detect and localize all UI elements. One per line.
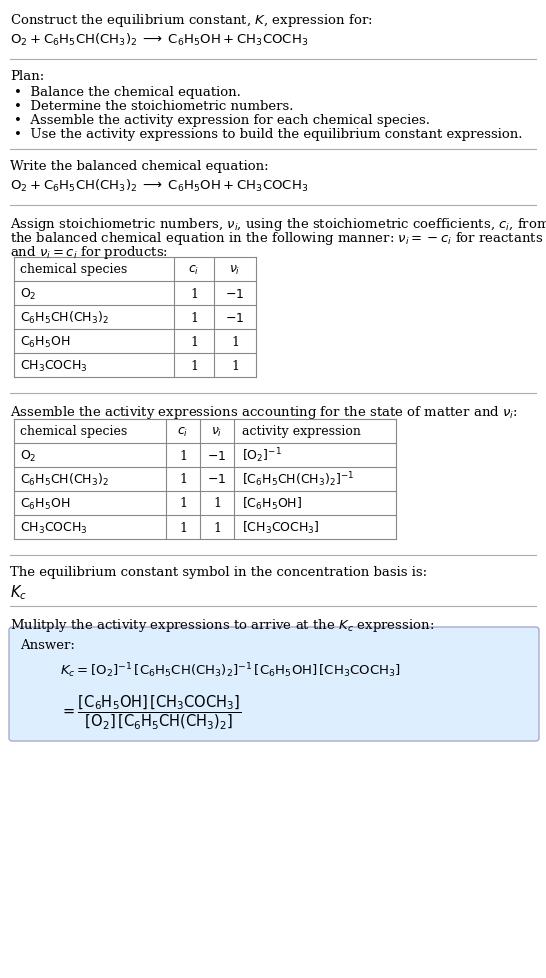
Text: 1: 1 — [190, 335, 198, 348]
Text: chemical species: chemical species — [20, 263, 127, 276]
Text: Assemble the activity expressions accounting for the state of matter and $\nu_i$: Assemble the activity expressions accoun… — [10, 404, 518, 421]
Text: 1: 1 — [179, 449, 187, 462]
Text: 1: 1 — [231, 359, 239, 372]
Text: $K_c$: $K_c$ — [10, 583, 27, 601]
Text: $-1$: $-1$ — [225, 288, 245, 300]
Text: $-1$: $-1$ — [225, 311, 245, 324]
Text: •  Use the activity expressions to build the equilibrium constant expression.: • Use the activity expressions to build … — [14, 128, 523, 141]
Text: $\nu_i$: $\nu_i$ — [211, 425, 223, 438]
Text: 1: 1 — [231, 335, 239, 348]
Text: •  Balance the chemical equation.: • Balance the chemical equation. — [14, 86, 241, 99]
Text: $[\mathrm{C_6H_5OH}]$: $[\mathrm{C_6H_5OH}]$ — [242, 496, 302, 511]
Text: 1: 1 — [190, 359, 198, 372]
Text: $\nu_i$: $\nu_i$ — [229, 263, 241, 276]
Text: $\mathrm{C_6H_5CH(CH_3)_2}$: $\mathrm{C_6H_5CH(CH_3)_2}$ — [20, 310, 109, 326]
Text: $K_c = [\mathrm{O_2}]^{-1}\,[\mathrm{C_6H_5CH(CH_3)_2}]^{-1}\,[\mathrm{C_6H_5OH}: $K_c = [\mathrm{O_2}]^{-1}\,[\mathrm{C_6… — [60, 660, 401, 679]
FancyBboxPatch shape — [9, 627, 539, 741]
Text: Answer:: Answer: — [20, 639, 75, 651]
Text: Write the balanced chemical equation:: Write the balanced chemical equation: — [10, 159, 269, 173]
Text: $\mathrm{C_6H_5OH}$: $\mathrm{C_6H_5OH}$ — [20, 334, 70, 349]
Text: •  Determine the stoichiometric numbers.: • Determine the stoichiometric numbers. — [14, 100, 294, 112]
Text: $[\mathrm{O_2}]^{-1}$: $[\mathrm{O_2}]^{-1}$ — [242, 446, 282, 465]
Text: $\mathrm{O_2 + C_6H_5CH(CH_3)_2 \;\longrightarrow\; C_6H_5OH + CH_3COCH_3}$: $\mathrm{O_2 + C_6H_5CH(CH_3)_2 \;\longr… — [10, 178, 308, 194]
Text: Construct the equilibrium constant, $K$, expression for:: Construct the equilibrium constant, $K$,… — [10, 12, 373, 29]
Text: $\mathrm{CH_3COCH_3}$: $\mathrm{CH_3COCH_3}$ — [20, 358, 88, 374]
Text: $[\mathrm{CH_3COCH_3}]$: $[\mathrm{CH_3COCH_3}]$ — [242, 519, 319, 536]
Text: $[\mathrm{C_6H_5CH(CH_3)_2}]^{-1}$: $[\mathrm{C_6H_5CH(CH_3)_2}]^{-1}$ — [242, 470, 354, 489]
Text: $c_i$: $c_i$ — [177, 425, 188, 438]
Text: Assign stoichiometric numbers, $\nu_i$, using the stoichiometric coefficients, $: Assign stoichiometric numbers, $\nu_i$, … — [10, 216, 546, 233]
Text: $-1$: $-1$ — [207, 473, 227, 486]
Text: the balanced chemical equation in the following manner: $\nu_i = -c_i$ for react: the balanced chemical equation in the fo… — [10, 230, 543, 246]
Text: $\mathrm{C_6H_5CH(CH_3)_2}$: $\mathrm{C_6H_5CH(CH_3)_2}$ — [20, 471, 109, 488]
Text: $= \dfrac{[\mathrm{C_6H_5OH}]\,[\mathrm{CH_3COCH_3}]}{[\mathrm{O_2}]\,[\mathrm{C: $= \dfrac{[\mathrm{C_6H_5OH}]\,[\mathrm{… — [60, 692, 241, 731]
Text: 1: 1 — [179, 521, 187, 534]
Text: chemical species: chemical species — [20, 425, 127, 438]
Text: $\mathrm{CH_3COCH_3}$: $\mathrm{CH_3COCH_3}$ — [20, 520, 88, 535]
Text: 1: 1 — [179, 497, 187, 510]
Text: The equilibrium constant symbol in the concentration basis is:: The equilibrium constant symbol in the c… — [10, 565, 427, 578]
Text: $c_i$: $c_i$ — [188, 263, 200, 276]
Text: 1: 1 — [213, 497, 221, 510]
Text: •  Assemble the activity expression for each chemical species.: • Assemble the activity expression for e… — [14, 113, 430, 127]
Text: $\mathrm{C_6H_5OH}$: $\mathrm{C_6H_5OH}$ — [20, 496, 70, 511]
Text: activity expression: activity expression — [242, 425, 361, 438]
Text: 1: 1 — [213, 521, 221, 534]
Text: Mulitply the activity expressions to arrive at the $K_c$ expression:: Mulitply the activity expressions to arr… — [10, 616, 434, 634]
Text: Plan:: Plan: — [10, 70, 44, 83]
Text: $\mathrm{O_2}$: $\mathrm{O_2}$ — [20, 448, 37, 463]
Text: 1: 1 — [190, 311, 198, 324]
Text: and $\nu_i = c_i$ for products:: and $\nu_i = c_i$ for products: — [10, 244, 168, 261]
Text: $-1$: $-1$ — [207, 449, 227, 462]
Text: 1: 1 — [190, 288, 198, 300]
Text: 1: 1 — [179, 473, 187, 486]
Text: $\mathrm{O_2 + C_6H_5CH(CH_3)_2 \;\longrightarrow\; C_6H_5OH + CH_3COCH_3}$: $\mathrm{O_2 + C_6H_5CH(CH_3)_2 \;\longr… — [10, 32, 308, 48]
Text: $\mathrm{O_2}$: $\mathrm{O_2}$ — [20, 287, 37, 301]
